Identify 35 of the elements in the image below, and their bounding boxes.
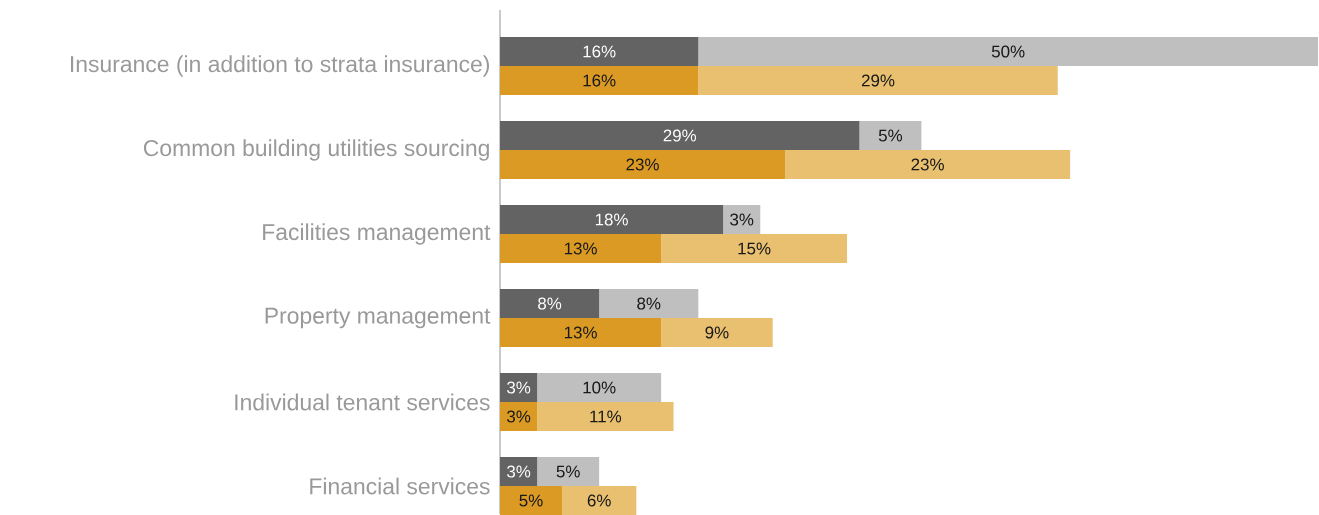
data-label: 3% <box>507 410 531 423</box>
data-label: 6% <box>587 494 611 507</box>
data-label: 16% <box>583 45 616 58</box>
data-label: 11% <box>590 410 622 423</box>
data-label: 9% <box>705 326 729 339</box>
data-label: 18% <box>595 213 628 226</box>
data-label: 3% <box>507 465 531 478</box>
bar <box>785 150 1071 180</box>
data-label: 50% <box>991 45 1025 58</box>
data-label: 13% <box>564 326 597 339</box>
data-label: 10% <box>583 381 616 394</box>
bar <box>661 234 848 264</box>
y-tick-label: Property management <box>265 307 491 329</box>
bar <box>723 205 761 235</box>
data-label: 29% <box>861 74 895 87</box>
data-label: 8% <box>637 297 661 310</box>
data-label: 16% <box>583 74 616 87</box>
y-tick-label: Insurance (in addition to strata insurance) <box>71 55 490 77</box>
data-label: 23% <box>626 158 659 171</box>
data-label: 8% <box>538 297 562 310</box>
data-label: 3% <box>507 381 531 394</box>
data-label: 5% <box>519 494 543 507</box>
data-label: 5% <box>556 465 580 478</box>
data-label: 3% <box>730 213 754 226</box>
data-label: 23% <box>911 158 944 171</box>
y-tick-label: Financial services <box>310 477 490 495</box>
y-tick-label: Facilities management <box>263 223 491 245</box>
data-label: 15% <box>738 242 771 255</box>
y-tick-label: Individual tenant services <box>235 393 490 411</box>
bar <box>859 121 922 151</box>
y-tick-label: Common building utilities sourcing <box>143 139 489 161</box>
data-label: 5% <box>878 129 903 142</box>
bar <box>661 318 773 348</box>
data-label: 29% <box>663 129 697 142</box>
data-label: 13% <box>564 242 597 255</box>
